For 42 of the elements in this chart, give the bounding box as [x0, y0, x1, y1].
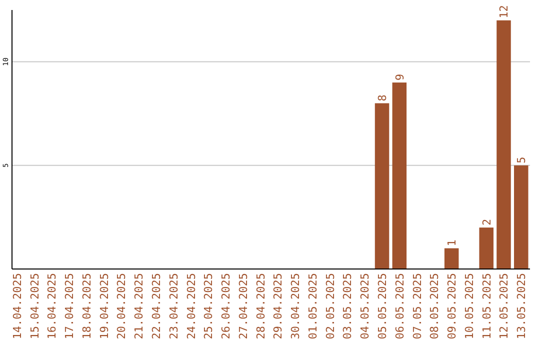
x-tick-label: 15.04.2025	[28, 273, 42, 340]
data-label: 2	[480, 218, 494, 226]
x-tick-label: 18.04.2025	[80, 273, 94, 340]
x-tick-label: 13.05.2025	[515, 273, 528, 340]
x-tick-label: 06.05.2025	[393, 273, 406, 340]
x-tick-label: 10.05.2025	[462, 273, 476, 340]
x-tick-label: 03.05.2025	[341, 273, 354, 340]
x-tick-label: 14.04.2025	[10, 273, 24, 340]
bar	[374, 103, 390, 269]
x-tick-label: 12.05.2025	[498, 273, 511, 340]
data-label: 5	[515, 156, 528, 164]
bar	[514, 165, 528, 269]
x-tick-label: 29.04.2025	[272, 273, 285, 340]
x-tick-label: 28.04.2025	[254, 273, 268, 340]
x-tick-label: 23.04.2025	[167, 273, 180, 340]
bar	[392, 82, 407, 269]
x-tick-label: 11.05.2025	[480, 273, 494, 340]
data-label: 1	[446, 240, 459, 246]
x-tick-label: 16.04.2025	[46, 273, 59, 340]
x-tick-label: 01.05.2025	[306, 273, 320, 340]
x-tick-label: 02.05.2025	[324, 273, 337, 340]
x-tick-label: 26.04.2025	[220, 273, 233, 340]
x-tick-label: 22.04.2025	[150, 273, 163, 340]
x-tick-label: 30.04.2025	[289, 273, 302, 340]
x-tick-label: 25.04.2025	[202, 273, 216, 340]
bar	[444, 248, 459, 269]
data-label: 8	[376, 94, 390, 102]
data-label: 12	[498, 5, 511, 18]
x-tick-label: 20.04.2025	[115, 273, 128, 340]
x-tick-label: 19.04.2025	[98, 273, 111, 340]
x-tick-label: 07.05.2025	[410, 273, 424, 340]
x-tick-label: 09.05.2025	[446, 273, 459, 340]
x-tick-label: 05.05.2025	[376, 273, 390, 340]
x-tick-label: 24.04.2025	[184, 273, 198, 340]
x-tick-label: 08.05.2025	[428, 273, 442, 340]
data-label: 9	[393, 74, 406, 81]
x-tick-label: 27.04.2025	[236, 273, 250, 340]
bar	[496, 20, 511, 269]
x-tick-label: 04.05.2025	[358, 273, 372, 340]
x-tick-label: 21.04.2025	[132, 273, 146, 340]
bar	[479, 228, 494, 269]
x-tick-label: 17.04.2025	[63, 273, 76, 340]
